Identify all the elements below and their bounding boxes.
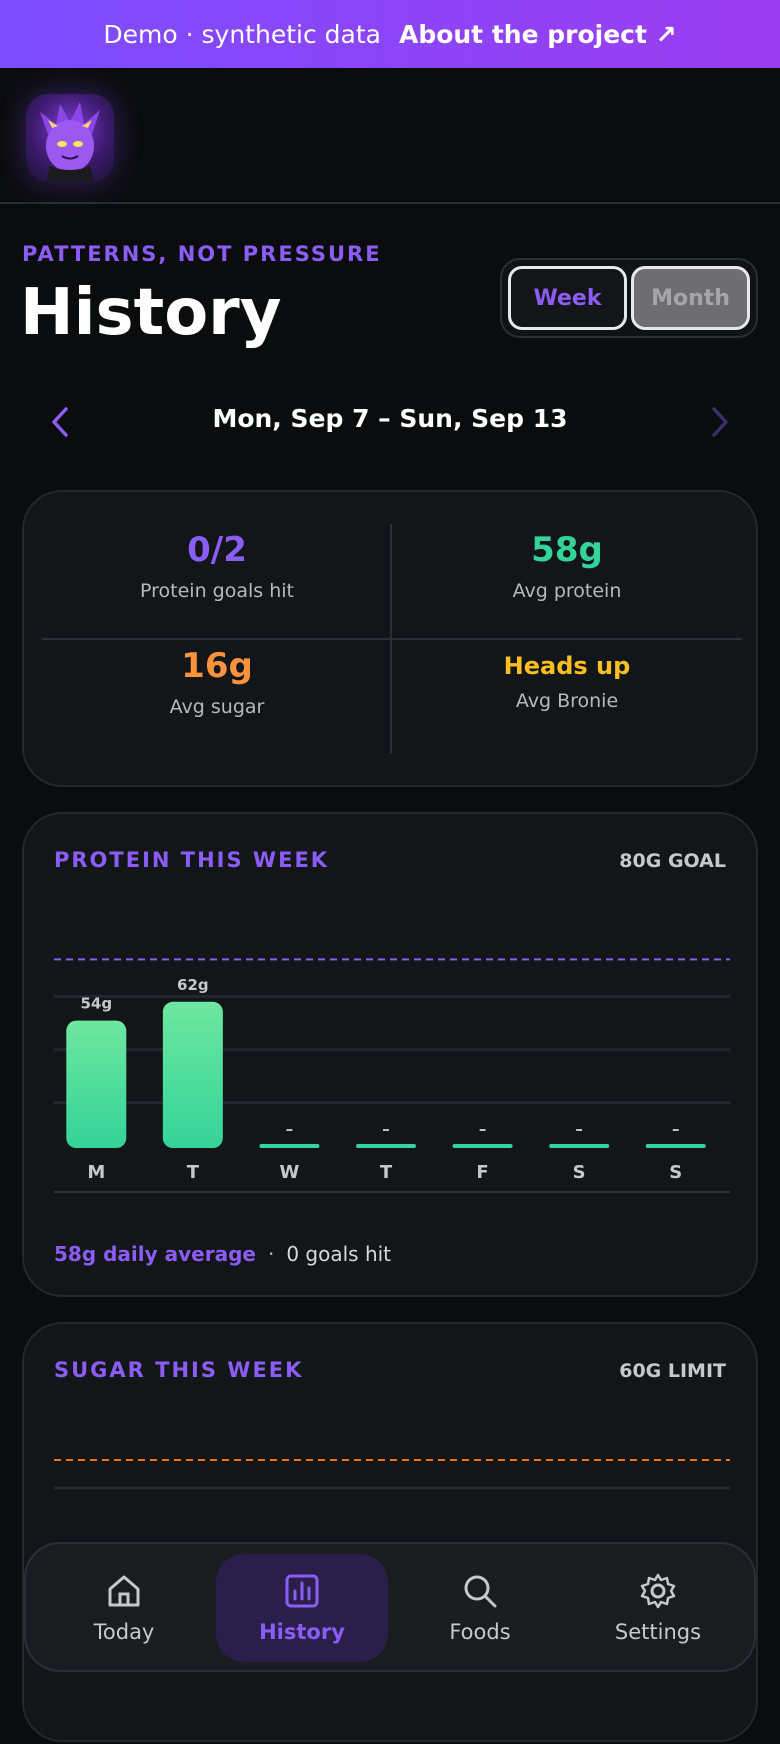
search-icon	[464, 1575, 497, 1608]
bar-data-label: –	[672, 1120, 680, 1138]
stat-value: 58g	[531, 530, 603, 570]
previous-week-button[interactable]	[40, 402, 80, 442]
summary-separator: ·	[267, 1242, 275, 1266]
bar-data-label: 62g	[177, 976, 209, 994]
bar-data-label: –	[382, 1120, 390, 1138]
bar-chart-icon	[285, 1574, 319, 1608]
x-tick-label: T	[187, 1162, 200, 1183]
nav-label: History	[259, 1620, 345, 1644]
home-icon	[108, 1575, 140, 1607]
x-tick-label: W	[279, 1162, 299, 1183]
protein-chart: 54g M 62g T – W – T – F – S – S	[54, 958, 730, 1193]
stat-avg-sugar: 16g Avg sugar	[42, 646, 392, 718]
bar-data-label: –	[479, 1120, 487, 1138]
nav-label: Foods	[449, 1620, 511, 1644]
stat-value: 16g	[181, 646, 253, 686]
stat-label: Avg protein	[512, 580, 622, 602]
gear-icon	[640, 1573, 676, 1609]
demo-label: Demo · synthetic data	[103, 19, 381, 49]
nav-label: Settings	[614, 1620, 702, 1644]
protein-summary: 58g daily average · 0 goals hit	[54, 1242, 391, 1266]
x-tick-label: S	[573, 1162, 586, 1183]
protein-bar-empty	[645, 1144, 706, 1148]
x-tick-label: T	[380, 1162, 393, 1183]
stat-label: Protein goals hit	[140, 580, 294, 602]
protein-goals-hit: 0 goals hit	[286, 1242, 392, 1266]
stat-protein-goals: 0/2 Protein goals hit	[42, 530, 392, 602]
week-toggle-button[interactable]: Week	[508, 266, 627, 330]
x-tick-label: S	[669, 1162, 682, 1183]
about-project-link[interactable]: About the project ↗	[398, 19, 677, 49]
date-range: Mon, Sep 7 – Sun, Sep 13	[212, 404, 568, 433]
protein-daily-average: 58g daily average	[54, 1242, 256, 1266]
sugar-limit-tag: 60G LIMIT	[619, 1360, 726, 1382]
protein-bar	[162, 1001, 223, 1148]
protein-chart-title: PROTEIN THIS WEEK	[54, 848, 330, 872]
bar-data-label: –	[286, 1120, 294, 1138]
protein-bar-empty	[356, 1144, 416, 1148]
stat-label: Avg sugar	[169, 696, 265, 718]
protein-bar-empty	[259, 1144, 320, 1148]
stat-value: Heads up	[503, 652, 631, 680]
protein-bar	[66, 1020, 127, 1148]
nav-settings[interactable]: Settings	[572, 1554, 744, 1662]
weekly-stats-card: 0/2 Protein goals hit 58g Avg protein 16…	[22, 490, 758, 787]
period-toggle: Week Month	[500, 258, 758, 338]
x-tick-label: M	[87, 1162, 105, 1183]
top-bar	[0, 68, 780, 204]
x-tick-label: F	[476, 1162, 488, 1183]
chevron-right-icon	[712, 407, 728, 437]
mascot-image	[40, 102, 100, 182]
protein-bar-empty	[549, 1144, 610, 1148]
sugar-chart-card: SUGAR THIS WEEK 60G LIMIT	[22, 1322, 758, 1742]
sugar-chart-title: SUGAR THIS WEEK	[54, 1358, 304, 1382]
protein-bar-empty	[452, 1144, 513, 1148]
nav-today[interactable]: Today	[38, 1554, 210, 1662]
bottom-navigation: Today History Foods Settings	[24, 1542, 756, 1672]
nav-label: Today	[93, 1620, 155, 1644]
bar-data-label: 54g	[80, 995, 112, 1013]
protein-chart-card: PROTEIN THIS WEEK 80G GOAL 54g M 62g T – W – T –…	[22, 812, 758, 1297]
stat-label: Avg Bronie	[515, 690, 619, 712]
month-toggle-button[interactable]: Month	[631, 266, 750, 330]
bar-data-label: –	[575, 1120, 583, 1138]
avatar[interactable]	[26, 94, 114, 182]
nav-history[interactable]: History	[216, 1554, 388, 1662]
demo-banner: Demo · synthetic data About the project …	[0, 0, 780, 68]
stat-value: 0/2	[187, 530, 247, 570]
protein-goal-tag: 80G GOAL	[619, 850, 726, 872]
nav-foods[interactable]: Foods	[394, 1554, 566, 1662]
stat-avg-bronie: Heads up Avg Bronie	[392, 652, 742, 712]
stats-divider-horizontal	[42, 638, 742, 640]
stat-avg-protein: 58g Avg protein	[392, 530, 742, 602]
page-eyebrow: PATTERNS, NOT PRESSURE	[22, 242, 382, 266]
chevron-left-icon	[52, 407, 68, 437]
next-week-button[interactable]	[700, 402, 740, 442]
page-title: History	[20, 276, 282, 350]
